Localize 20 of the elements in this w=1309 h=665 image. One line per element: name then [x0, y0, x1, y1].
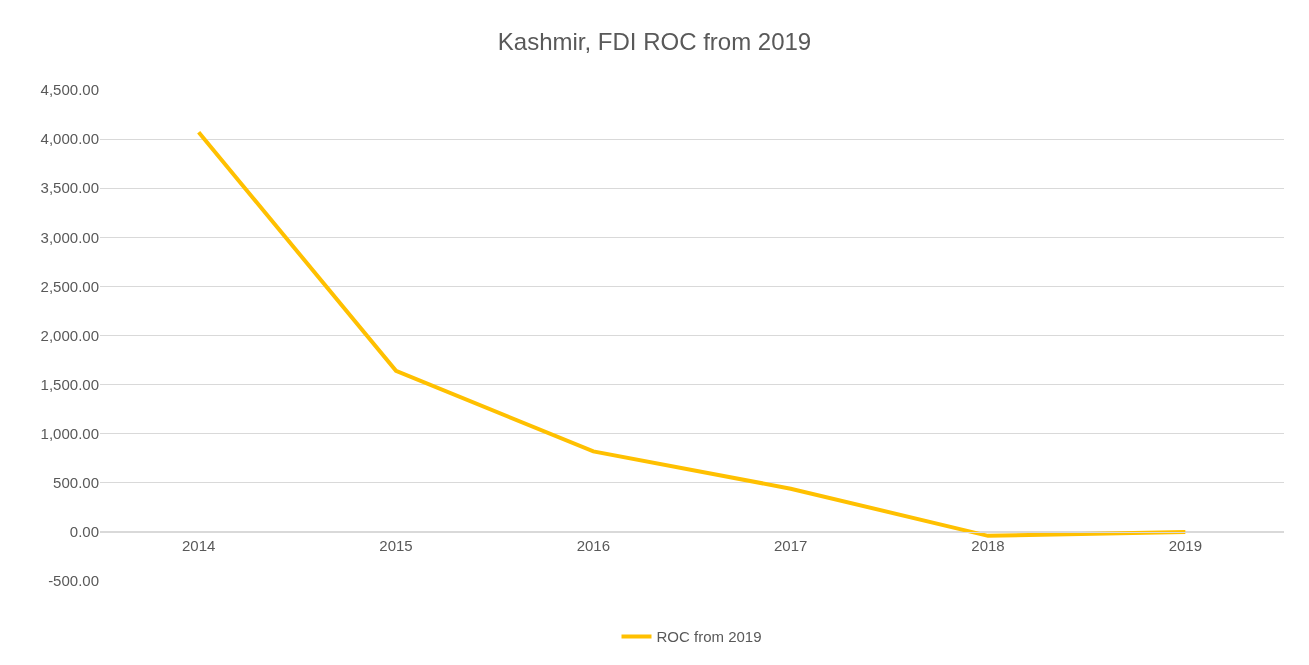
x-tick-label: 2019: [1168, 536, 1203, 554]
y-tick-label: 2,500.00: [40, 277, 99, 295]
x-tick-label: 2018: [971, 536, 1005, 554]
chart-title: Kashmir, FDI ROC from 2019: [497, 28, 812, 56]
x-tick-label: 2014: [181, 536, 216, 554]
y-tick-label: 2,000.00: [40, 326, 99, 344]
y-tick-label: 0.00: [69, 523, 99, 541]
y-tick-label: 4,500.00: [40, 81, 99, 99]
line-series: [196, 130, 1188, 538]
y-tick-label: 3,500.00: [40, 179, 99, 197]
y-tick-label: 3,000.00: [40, 228, 99, 246]
x-tick-label: 2017: [773, 536, 808, 554]
y-tick-label: 4,000.00: [40, 130, 99, 148]
legend-label: ROC from 2019: [656, 628, 762, 646]
x-tick-label: 2016: [576, 536, 611, 554]
y-tick-label: 500.00: [53, 474, 99, 492]
y-tick-label: 1,500.00: [40, 375, 99, 393]
x-tick-label: 2015: [379, 536, 413, 554]
y-tick-label: -500.00: [48, 572, 99, 590]
y-tick-label: 1,000.00: [40, 424, 99, 442]
